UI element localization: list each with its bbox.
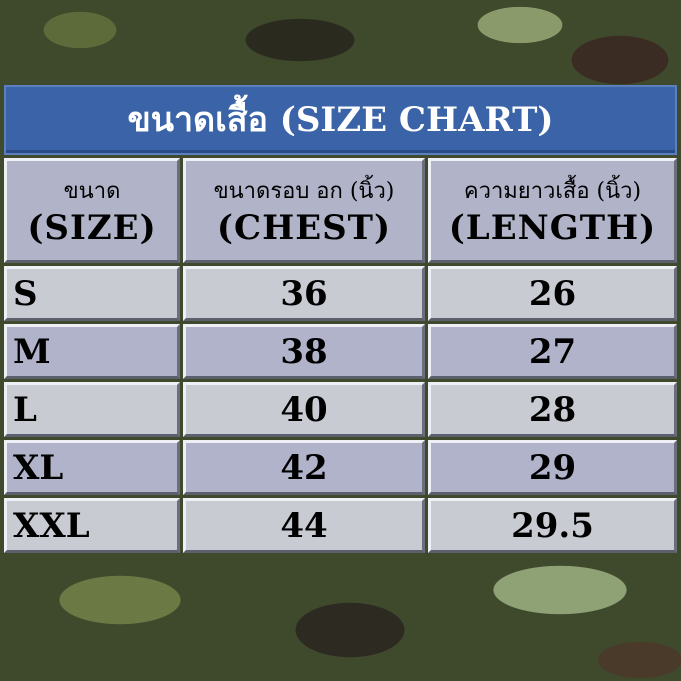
chest-cell: 38 <box>183 324 425 379</box>
header-size: ขนาด (SIZE) <box>4 158 180 263</box>
length-cell: 29 <box>428 440 677 495</box>
table-row: XL 42 29 <box>4 440 677 495</box>
length-cell: 28 <box>428 382 677 437</box>
header-row: ขนาด (SIZE) ขนาดรอบ อก (นิ้ว) (CHEST) ความ… <box>4 158 677 263</box>
chest-cell: 36 <box>183 266 425 321</box>
header-size-en: (SIZE) <box>27 208 157 248</box>
size-cell: XL <box>4 440 180 495</box>
chest-cell: 40 <box>183 382 425 437</box>
length-cell: 26 <box>428 266 677 321</box>
header-chest-thai: ขนาดรอบ อก (นิ้ว) <box>213 179 395 204</box>
header-chest: ขนาดรอบ อก (นิ้ว) (CHEST) <box>183 158 425 263</box>
header-chest-en: (CHEST) <box>216 208 392 248</box>
table-row: M 38 27 <box>4 324 677 379</box>
length-cell: 29.5 <box>428 498 677 553</box>
size-cell: S <box>4 266 180 321</box>
table-row: S 36 26 <box>4 266 677 321</box>
table-row: L 40 28 <box>4 382 677 437</box>
header-length: ความยาวเสื้อ (นิ้ว) (LENGTH) <box>428 158 677 263</box>
size-cell: L <box>4 382 180 437</box>
chart-title: ขนาดเสื้อ (SIZE CHART) <box>4 85 677 155</box>
header-length-en: (LENGTH) <box>448 208 657 248</box>
table-body: S 36 26 M 38 27 L 40 28 XL 42 29 XXL 44 29.5 <box>4 266 677 553</box>
header-size-thai: ขนาด <box>63 179 121 204</box>
chest-cell: 42 <box>183 440 425 495</box>
chest-cell: 44 <box>183 498 425 553</box>
table-row: XXL 44 29.5 <box>4 498 677 553</box>
length-cell: 27 <box>428 324 677 379</box>
size-cell: XXL <box>4 498 180 553</box>
size-chart-table: ขนาดเสื้อ (SIZE CHART) ขนาด (SIZE) ขนาดรอ… <box>4 85 677 553</box>
size-cell: M <box>4 324 180 379</box>
header-length-thai: ความยาวเสื้อ (นิ้ว) <box>463 179 642 204</box>
